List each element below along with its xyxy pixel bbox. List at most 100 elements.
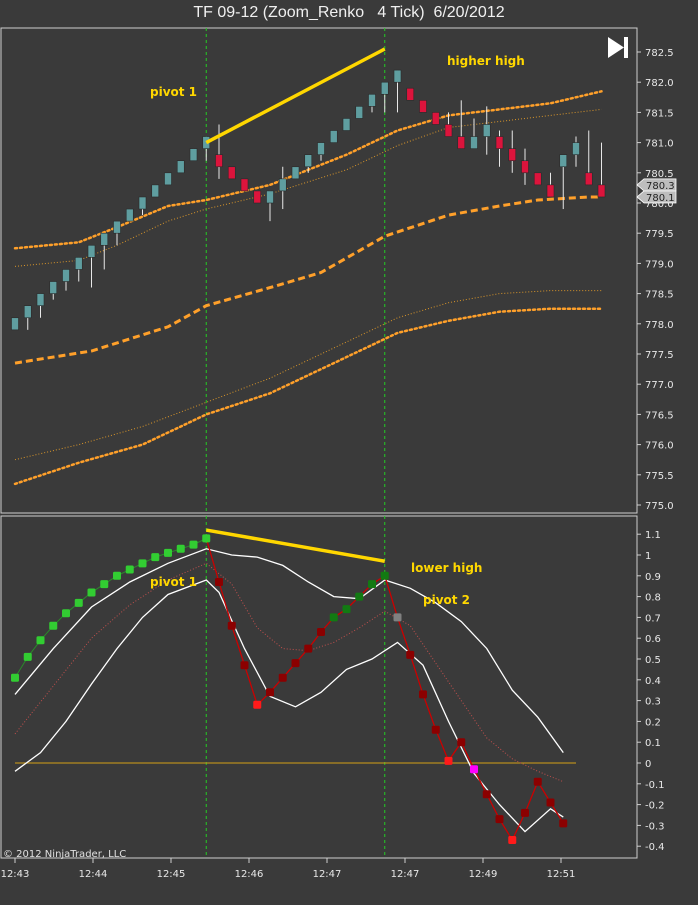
- osc-dot: [74, 598, 83, 607]
- osc-tick-label: 0.6: [645, 634, 661, 645]
- time-tick-label: 12:47: [313, 869, 342, 880]
- price-panel[interactable]: 775.0 775.5 776.0 776.5 777.0 777.5 778.0 778.5…: [0, 27, 677, 514]
- time-tick-label: 12:49: [469, 869, 498, 880]
- skip-to-end-icon[interactable]: [608, 37, 628, 58]
- candle-up: [329, 130, 338, 143]
- candle-down: [546, 184, 555, 198]
- annotation-pivot-1-osc: pivot 1: [150, 575, 197, 589]
- price-tick-label: 779.5: [645, 229, 674, 240]
- osc-dot: [49, 621, 58, 630]
- candle-up: [342, 118, 351, 131]
- candle-up: [393, 69, 402, 83]
- envelope-line-lower-inner: [14, 290, 602, 461]
- osc-tick-label: -0.2: [645, 801, 665, 812]
- candle-up: [11, 317, 19, 331]
- candle-down: [597, 184, 606, 198]
- candle-up: [355, 106, 364, 119]
- price-tick-label: 781.0: [645, 139, 674, 150]
- osc-dot: [240, 661, 249, 670]
- osc-dot: [419, 690, 427, 699]
- candle-down: [495, 136, 504, 149]
- osc-dot: [278, 673, 287, 682]
- price-marker-flag: [636, 190, 677, 204]
- candle-up: [176, 160, 185, 174]
- candle-down: [215, 154, 223, 168]
- osc-dot: [457, 738, 466, 747]
- osc-dot: [355, 592, 364, 601]
- osc-tick-label: -0.4: [645, 842, 665, 853]
- osc-dot: [62, 609, 70, 618]
- time-tick-label: 12:46: [235, 869, 264, 880]
- osc-dot: [393, 613, 402, 622]
- osc-dot: [253, 700, 262, 709]
- osc-dot: [164, 548, 172, 557]
- osc-dot: [406, 650, 415, 659]
- osc-dot: [87, 588, 96, 597]
- osc-dot: [521, 808, 529, 817]
- price-tick-label: 776.5: [645, 410, 674, 421]
- osc-dot: [215, 578, 223, 587]
- osc-dot: [546, 798, 555, 807]
- annotation-higher-high: higher high: [447, 54, 525, 68]
- skip-bar-shape: [624, 37, 628, 58]
- candle-down: [240, 178, 249, 192]
- price-tick-label: 775.0: [645, 501, 674, 512]
- oscillator-panel[interactable]: 1.1 1 0.9 0.8 0.7 0.6 0.5 0.4 0.3 0.2 0.1 0 -0.1 -0.2…: [0, 515, 665, 859]
- annotation-pivot-2: pivot 2: [423, 593, 470, 607]
- osc-dot: [202, 534, 211, 543]
- osc-tick-label: 0.4: [645, 676, 661, 687]
- osc-tick-label: 0.7: [645, 613, 661, 624]
- osc-tick-label: -0.1: [645, 780, 665, 791]
- price-tick-label: 778.5: [645, 290, 674, 301]
- osc-line-upper-band: [14, 548, 564, 753]
- candle-up: [278, 178, 287, 192]
- osc-dot: [23, 652, 32, 661]
- osc-dot: [189, 540, 198, 549]
- osc-dot: [151, 553, 160, 562]
- price-tick-label: 782.0: [645, 78, 674, 89]
- oscillator-panel-frame: [0, 515, 638, 859]
- candle-up: [138, 196, 147, 210]
- price-tick-label: 782.5: [645, 48, 674, 59]
- candle-up: [470, 136, 478, 149]
- price-tick-label: 775.5: [645, 471, 674, 482]
- candle-up: [36, 293, 45, 306]
- osc-dot: [36, 636, 45, 645]
- osc-line-lower-band: [14, 579, 564, 833]
- candle-down: [431, 112, 440, 125]
- candle-up: [125, 208, 134, 222]
- osc-dot: [342, 605, 351, 614]
- osc-dot: [470, 765, 478, 774]
- skip-arrow-shape: [608, 37, 624, 58]
- osc-line-signal: [14, 562, 564, 783]
- osc-dot: [508, 835, 517, 844]
- osc-tick-label: 0: [645, 759, 651, 770]
- candle-up: [380, 81, 389, 95]
- chart-title-text: TF 09-12 (Zoom_Renko 4 Tick) 6/20/2012: [193, 4, 505, 21]
- osc-tick-label: 1.1: [645, 530, 661, 541]
- osc-dot: [380, 571, 389, 580]
- osc-dot: [266, 688, 274, 697]
- osc-dot: [125, 565, 134, 574]
- price-marker-flag: [636, 178, 677, 192]
- candle-up: [49, 281, 58, 294]
- annotation-lower-high: lower high: [411, 561, 482, 575]
- osc-dot: [227, 621, 236, 630]
- osc-dot: [368, 580, 376, 589]
- osc-tick-label: -0.3: [645, 821, 665, 832]
- candle-up: [368, 93, 376, 107]
- osc-dot: [317, 627, 325, 636]
- osc-dot: [304, 644, 313, 653]
- envelope-line-lower-outer: [13, 307, 603, 486]
- price-tick-label: 777.0: [645, 380, 674, 391]
- candle-down: [253, 190, 262, 204]
- price-marker-label: 780.1: [646, 193, 675, 204]
- candle-down: [444, 124, 453, 137]
- time-tick-label: 12:44: [79, 869, 108, 880]
- time-tick-label: 12:47: [391, 869, 420, 880]
- candle-up: [559, 154, 568, 168]
- osc-dot-connector-up: [14, 537, 207, 678]
- osc-dot: [431, 725, 440, 734]
